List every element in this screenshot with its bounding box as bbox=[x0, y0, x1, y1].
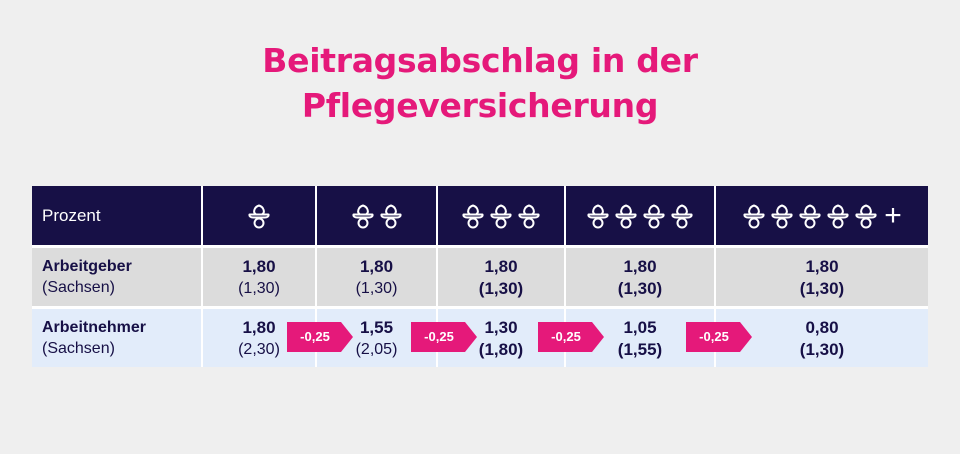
value-main: 1,05 bbox=[623, 317, 657, 337]
value-cell: 1,80 (1,30) bbox=[437, 245, 566, 308]
table-row-arbeitgeber: Arbeitgeber (Sachsen) 1,80 (1,30) 1,80 (1,… bbox=[32, 245, 928, 308]
arrow-shape-icon bbox=[686, 322, 752, 352]
value-sub: (1,80) bbox=[478, 339, 524, 359]
row-label: Arbeitnehmer bbox=[42, 319, 147, 336]
value-main: 1,80 bbox=[242, 317, 276, 337]
header-label: Prozent bbox=[32, 186, 203, 247]
table-row-arbeitnehmer: Arbeitnehmer (Sachsen) 1,80 (2,30) 1,55 (2… bbox=[32, 306, 928, 367]
value-sub: (1,30) bbox=[799, 339, 845, 359]
value-main: 1,80 bbox=[805, 256, 839, 276]
row-sublabel: (Sachsen) bbox=[42, 340, 115, 357]
reduction-label: -0,25 bbox=[300, 329, 330, 344]
value-cell: 1,80 (1,30) bbox=[202, 245, 317, 308]
contribution-table: Prozent + Arbeitgeber (Sachsen) 1,80 (1,3… bbox=[32, 186, 928, 367]
pacifier-icon bbox=[827, 204, 849, 228]
pacifier-icon bbox=[518, 204, 540, 228]
pacifier-icon bbox=[771, 204, 793, 228]
value-sub: (1,30) bbox=[799, 278, 845, 298]
header-children-2 bbox=[316, 186, 438, 247]
row-label-cell: Arbeitgeber (Sachsen) bbox=[32, 245, 203, 308]
arrow-shape-icon bbox=[287, 322, 353, 352]
arrow-shape-icon bbox=[411, 322, 477, 352]
reduction-label: -0,25 bbox=[551, 329, 581, 344]
reduction-arrow: -0,25 bbox=[411, 322, 477, 352]
title-line-1: Beitragsabschlag in der bbox=[262, 41, 698, 80]
pacifier-icon bbox=[671, 204, 693, 228]
value-sub: (1,55) bbox=[617, 339, 663, 359]
value-cell: 1,80 (1,30) bbox=[565, 245, 716, 308]
pacifier-icon bbox=[462, 204, 484, 228]
value-sub: (1,30) bbox=[238, 279, 280, 297]
pacifier-icon bbox=[379, 204, 402, 228]
value-main: 1,80 bbox=[242, 256, 276, 276]
pacifier-icon bbox=[248, 204, 270, 228]
reduction-label: -0,25 bbox=[424, 329, 454, 344]
header-children-3 bbox=[437, 186, 566, 247]
reduction-arrow: -0,25 bbox=[287, 322, 353, 352]
value-cell: 0,80 (1,30) bbox=[715, 306, 928, 367]
value-main: 1,80 bbox=[359, 256, 394, 276]
reduction-label: -0,25 bbox=[699, 329, 729, 344]
row-label-cell: Arbeitnehmer (Sachsen) bbox=[32, 306, 203, 367]
pacifier-icon bbox=[351, 204, 374, 228]
value-main: 1,80 bbox=[484, 256, 518, 276]
pacifier-icon bbox=[643, 204, 665, 228]
value-main: 1,55 bbox=[359, 317, 394, 337]
value-main: 1,80 bbox=[623, 256, 657, 276]
header-children-1 bbox=[202, 186, 317, 247]
reduction-arrow: -0,25 bbox=[686, 322, 752, 352]
reduction-arrow: -0,25 bbox=[538, 322, 604, 352]
arrow-shape-icon bbox=[538, 322, 604, 352]
value-sub: (2,30) bbox=[238, 340, 280, 358]
value-cell: 1,80 (1,30) bbox=[316, 245, 438, 308]
pacifier-icon bbox=[615, 204, 637, 228]
plus-icon: + bbox=[884, 198, 902, 232]
pacifier-icon bbox=[799, 204, 821, 228]
pacifier-icon bbox=[855, 204, 877, 228]
pacifier-icon bbox=[490, 204, 512, 228]
title-line-2: Pflegeversicherung bbox=[301, 86, 659, 125]
header-children-5-plus: + bbox=[715, 186, 928, 247]
page-title: Beitragsabschlag in der Pflegeversicheru… bbox=[0, 38, 960, 128]
table-header-row: Prozent + bbox=[32, 186, 928, 247]
value-sub: (1,30) bbox=[617, 278, 663, 298]
value-sub: (1,30) bbox=[478, 278, 524, 298]
value-cell: 1,80 (1,30) bbox=[715, 245, 928, 308]
header-children-4 bbox=[565, 186, 716, 247]
value-sub: (2,05) bbox=[355, 340, 398, 358]
pacifier-icon bbox=[743, 204, 765, 228]
pacifier-icon bbox=[587, 204, 609, 228]
value-main: 0,80 bbox=[805, 317, 839, 337]
row-sublabel: (Sachsen) bbox=[42, 279, 115, 296]
row-label: Arbeitgeber bbox=[42, 258, 132, 275]
value-sub: (1,30) bbox=[355, 279, 398, 297]
value-main: 1,30 bbox=[484, 317, 518, 337]
